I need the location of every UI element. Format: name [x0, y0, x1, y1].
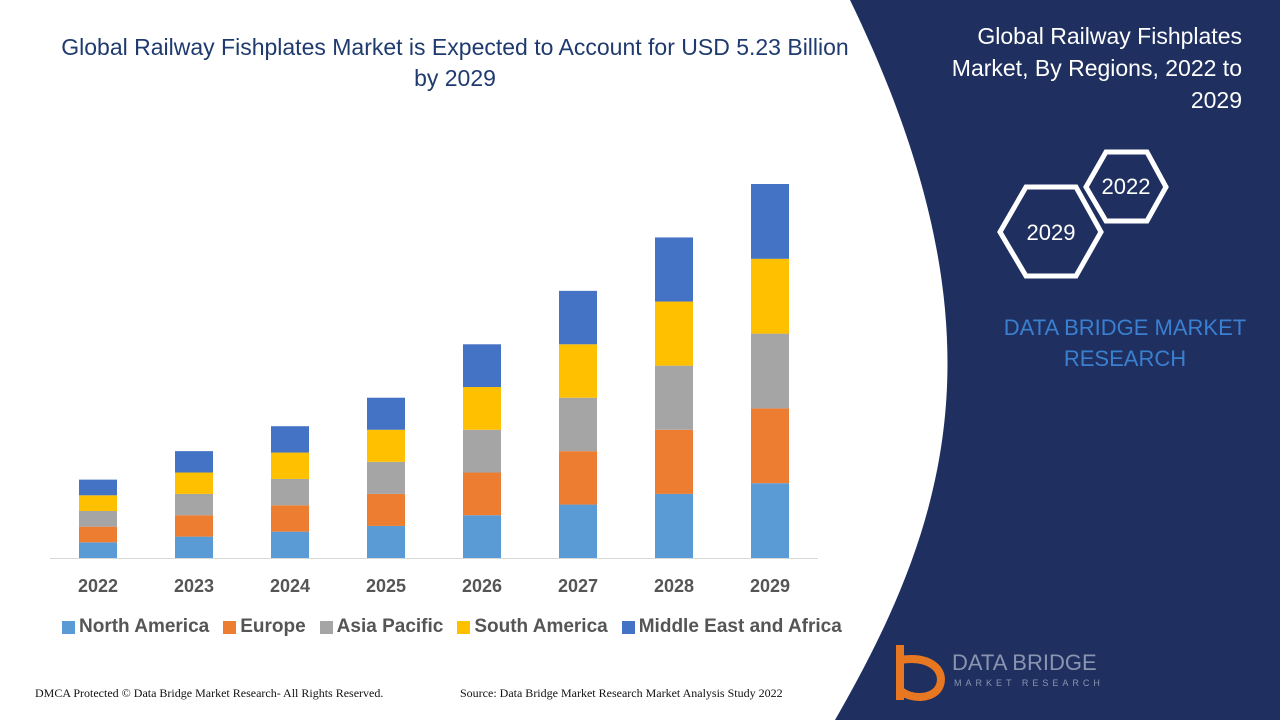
bar-segment: [655, 429, 693, 494]
bar-segment: [271, 531, 309, 558]
legend-label: South America: [474, 616, 608, 637]
bar-segment: [559, 290, 597, 345]
bar-segment: [751, 184, 789, 259]
bar-segment: [751, 333, 789, 409]
legend-item: Middle East and Africa: [621, 616, 842, 638]
x-tick-label: 2027: [558, 576, 598, 596]
bar-segment: [559, 344, 597, 398]
legend-label: Asia Pacific: [336, 616, 444, 637]
x-tick-label: 2026: [462, 576, 502, 596]
legend-swatch: [319, 620, 333, 634]
bar-segment: [367, 461, 405, 494]
x-tick-label: 2028: [654, 576, 694, 596]
bar-segment: [655, 365, 693, 430]
legend-label: Middle East and Africa: [638, 616, 842, 637]
bar-segment: [175, 515, 213, 537]
bar-segment: [463, 515, 501, 558]
legend-label: Europe: [240, 616, 306, 637]
bar-segment: [271, 505, 309, 532]
bar-segment: [463, 472, 501, 516]
bar-segment: [751, 483, 789, 558]
logo-mark: [896, 645, 945, 701]
bar-segment: [367, 493, 405, 526]
x-tick-label: 2022: [78, 576, 118, 596]
legend-swatch: [223, 620, 237, 634]
footer-left: DMCA Protected © Data Bridge Market Rese…: [35, 686, 384, 700]
bar-segment: [559, 504, 597, 558]
bar-segment: [559, 451, 597, 505]
side-panel: [835, 0, 1280, 720]
bar-segment: [79, 495, 117, 511]
legend-item: Asia Pacific: [319, 616, 444, 638]
bar-segment: [655, 301, 693, 366]
legend-item: South America: [457, 616, 608, 638]
bar-segment: [367, 429, 405, 462]
bar-segment: [79, 542, 117, 558]
bar-segment: [463, 429, 501, 473]
legend-swatch: [621, 620, 635, 634]
bar-segment: [271, 478, 309, 506]
hex-label: 2029: [1027, 220, 1076, 245]
bar-segment: [751, 408, 789, 484]
bar-segment: [367, 525, 405, 558]
bar-segment: [463, 387, 501, 430]
x-tick-label: 2029: [750, 576, 790, 596]
panel-title: Global Railway Fishplates Market, By Reg…: [951, 23, 1242, 113]
logo-name: DATA BRIDGE: [952, 650, 1097, 675]
chart-title: Global Railway Fishplates Market is Expe…: [61, 34, 849, 91]
bar-segment: [655, 237, 693, 302]
bar-segment: [175, 493, 213, 516]
legend-swatch: [62, 620, 75, 634]
logo-tagline: MARKET RESEARCH: [954, 678, 1104, 688]
x-tick-label: 2025: [366, 576, 406, 596]
hexagon: [997, 184, 1104, 279]
legend: North America Europe Asia Pacific South Ame…: [62, 616, 842, 638]
bar-segment: [367, 397, 405, 430]
legend-item: North America: [62, 616, 209, 638]
x-tick-label: 2024: [270, 576, 310, 596]
bar-segment: [79, 479, 117, 496]
bar-segment: [79, 510, 117, 527]
bar-segment: [559, 397, 597, 452]
legend-swatch: [457, 620, 471, 634]
hexagon: [1083, 149, 1169, 224]
bar-segment: [463, 344, 501, 388]
bar-segment: [175, 451, 213, 473]
x-tick-label: 2023: [174, 576, 214, 596]
bar-segment: [175, 536, 213, 558]
hex-label: 2022: [1102, 174, 1151, 199]
bar-segment: [79, 526, 117, 543]
footer-right: Source: Data Bridge Market Research Mark…: [460, 686, 783, 700]
brand: DATA BRIDGE MARKET RESEARCH: [1003, 315, 1247, 371]
bar-segment: [751, 258, 789, 334]
bar-segment: [175, 472, 213, 494]
legend-item: Europe: [223, 616, 306, 638]
bar-segment: [271, 426, 309, 453]
bar-segment: [271, 452, 309, 479]
bar-segment: [655, 493, 693, 558]
legend-label: North America: [79, 616, 210, 637]
